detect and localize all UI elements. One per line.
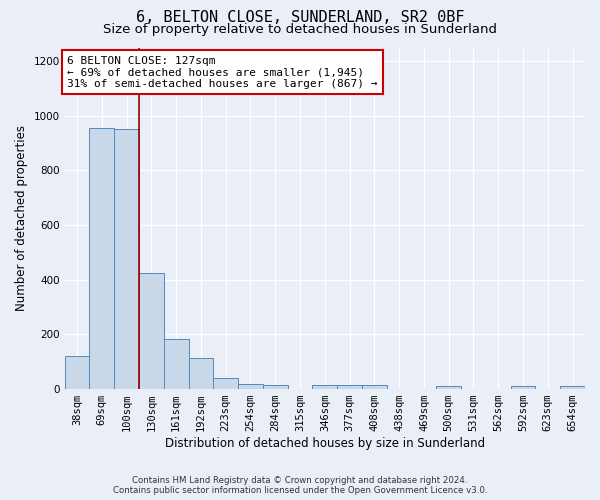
- Text: 6, BELTON CLOSE, SUNDERLAND, SR2 0BF: 6, BELTON CLOSE, SUNDERLAND, SR2 0BF: [136, 10, 464, 25]
- Text: Contains HM Land Registry data © Crown copyright and database right 2024.
Contai: Contains HM Land Registry data © Crown c…: [113, 476, 487, 495]
- Bar: [114, 130, 139, 389]
- Bar: [436, 386, 461, 389]
- Bar: [362, 385, 387, 389]
- Bar: [214, 378, 238, 389]
- Bar: [139, 273, 164, 389]
- Bar: [263, 385, 287, 389]
- Bar: [337, 385, 362, 389]
- Text: Size of property relative to detached houses in Sunderland: Size of property relative to detached ho…: [103, 22, 497, 36]
- Bar: [65, 356, 89, 389]
- Bar: [164, 338, 188, 389]
- Bar: [188, 358, 214, 389]
- Bar: [313, 385, 337, 389]
- Bar: [89, 128, 114, 389]
- Bar: [511, 386, 535, 389]
- Bar: [560, 386, 585, 389]
- Bar: [238, 384, 263, 389]
- X-axis label: Distribution of detached houses by size in Sunderland: Distribution of detached houses by size …: [165, 437, 485, 450]
- Text: 6 BELTON CLOSE: 127sqm
← 69% of detached houses are smaller (1,945)
31% of semi-: 6 BELTON CLOSE: 127sqm ← 69% of detached…: [67, 56, 377, 89]
- Y-axis label: Number of detached properties: Number of detached properties: [15, 126, 28, 312]
